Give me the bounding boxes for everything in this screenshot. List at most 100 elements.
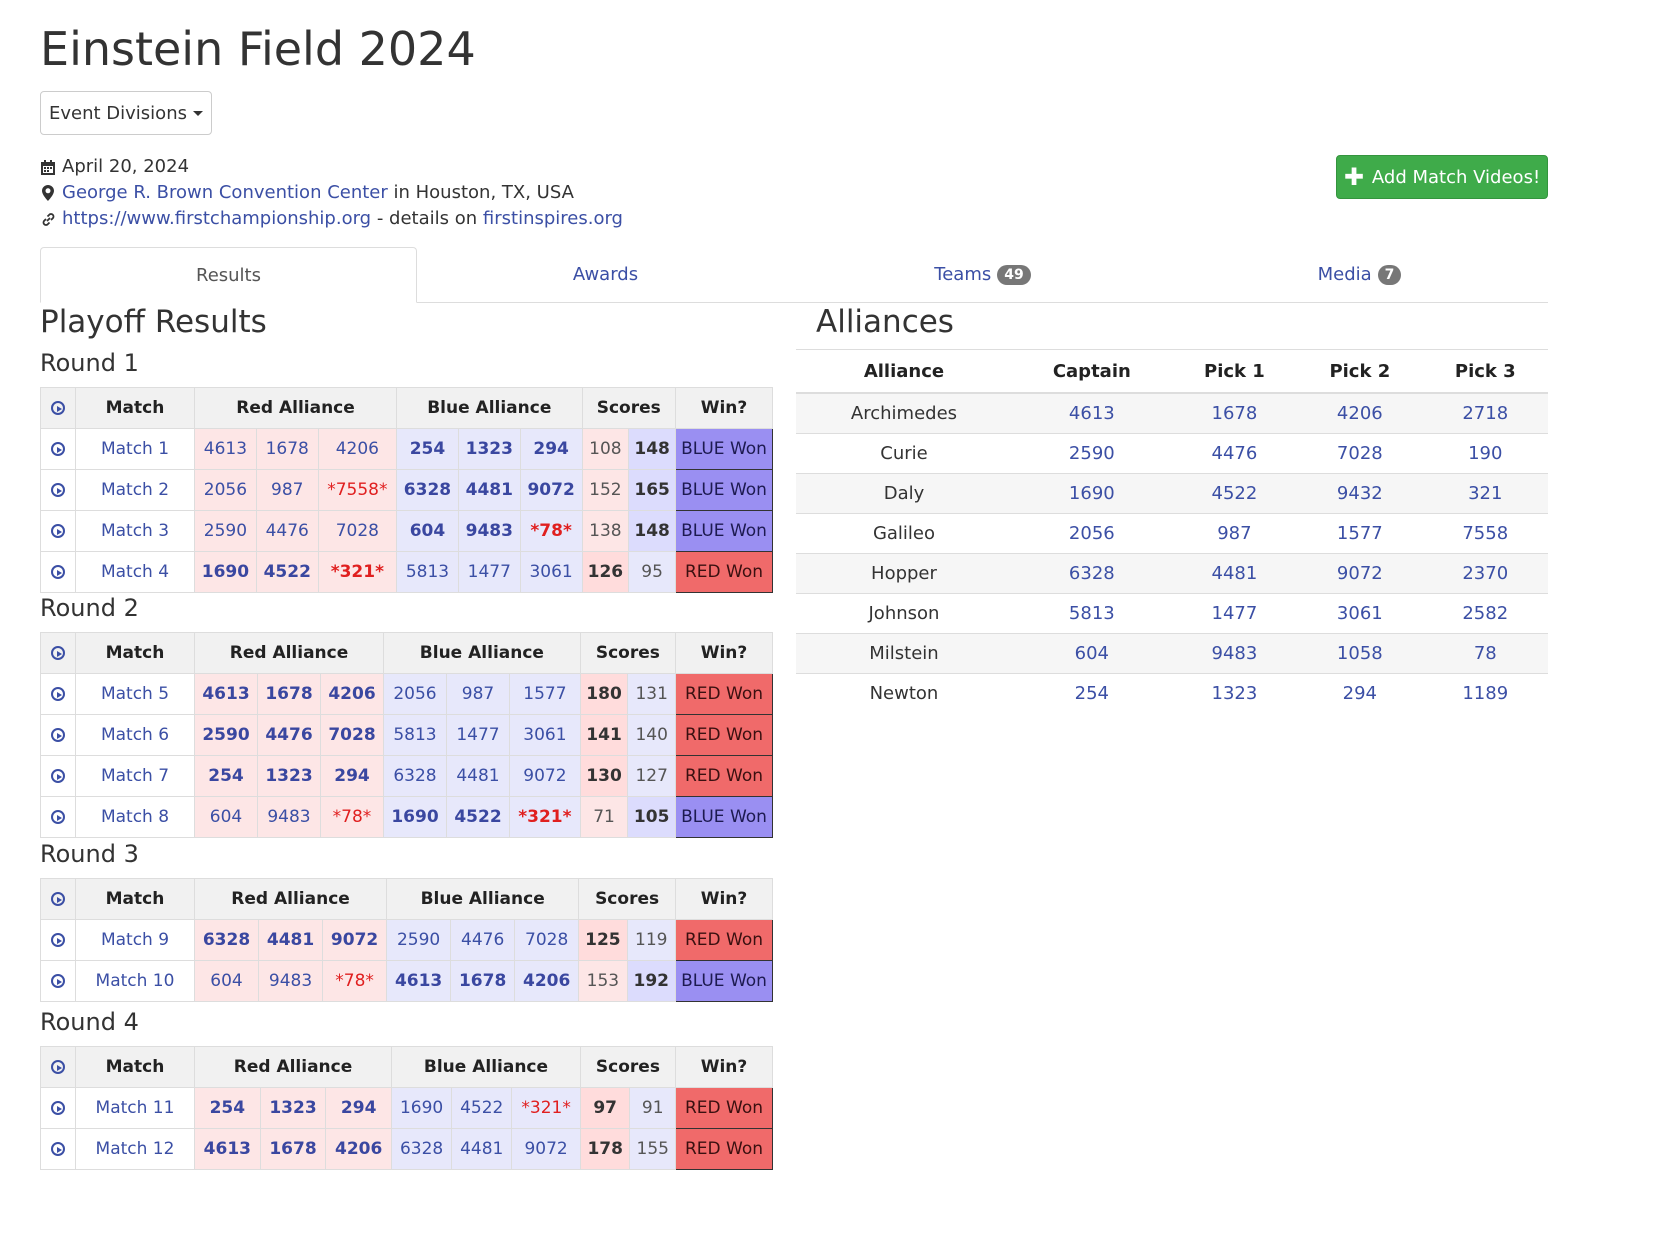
team-link[interactable]: 9483 [268,971,313,991]
team-link[interactable]: *78* [335,971,374,991]
team-link[interactable]: 1678 [1211,403,1258,424]
watch-video-cell[interactable] [40,960,76,1002]
play-circle-icon[interactable] [51,1142,65,1156]
team-link[interactable]: 9072 [523,766,567,786]
tab-results[interactable]: Results [40,247,417,303]
team-link[interactable]: 4522 [454,807,502,827]
team-link[interactable]: 5813 [405,562,450,582]
team-link[interactable]: 4476 [265,725,313,745]
match-link[interactable]: Match 3 [100,521,170,541]
team-link[interactable]: 2056 [1068,523,1115,544]
team-link[interactable]: 6328 [403,480,452,500]
team-link[interactable]: 254 [209,1098,246,1118]
team-link[interactable]: 1678 [265,684,313,704]
team-link[interactable]: 6328 [393,766,437,786]
team-link[interactable]: 4481 [1211,563,1258,584]
team-link[interactable]: 2056 [203,480,248,500]
watch-video-cell[interactable] [40,714,76,756]
watch-video-cell[interactable] [40,673,76,715]
watch-video-cell[interactable] [40,1128,76,1170]
play-circle-icon[interactable] [51,483,65,497]
team-link[interactable]: 3061 [529,562,573,582]
team-link[interactable]: 1690 [399,1098,444,1118]
team-link[interactable]: 1477 [467,562,511,582]
team-link[interactable]: 1477 [456,725,500,745]
team-link[interactable]: 2582 [1462,603,1509,624]
match-link[interactable]: Match 11 [95,1098,175,1118]
team-link[interactable]: 6328 [399,1139,444,1159]
team-link[interactable]: 4613 [1068,403,1115,424]
team-link[interactable]: 294 [533,439,569,459]
watch-video-cell[interactable] [40,1087,76,1129]
watch-video-cell[interactable] [40,428,76,470]
team-link[interactable]: 604 [409,521,446,541]
tab-teams[interactable]: Teams 49 [794,247,1171,302]
team-link[interactable]: 4613 [203,1139,251,1159]
team-link[interactable]: 7558 [1462,523,1509,544]
watch-video-cell[interactable] [40,469,76,511]
team-link[interactable]: 4481 [465,480,513,500]
team-link[interactable]: 4206 [523,971,571,991]
team-link[interactable]: *7558* [327,480,388,500]
play-circle-icon[interactable] [51,1101,65,1115]
watch-video-cell[interactable] [40,796,76,838]
team-link[interactable]: 9432 [1336,483,1383,504]
match-link[interactable]: Match 5 [100,684,170,704]
team-link[interactable]: 4481 [456,766,500,786]
team-link[interactable]: 9072 [524,1139,568,1159]
team-link[interactable]: 604 [1074,643,1109,664]
team-link[interactable]: 987 [271,480,304,500]
watch-video-cell[interactable] [40,551,76,593]
team-link[interactable]: 4206 [328,684,376,704]
team-link[interactable]: 9072 [330,930,379,950]
team-link[interactable]: 4206 [335,1139,383,1159]
match-link[interactable]: Match 8 [100,807,170,827]
team-link[interactable]: 4481 [266,930,315,950]
match-link[interactable]: Match 2 [100,480,170,500]
team-link[interactable]: 1690 [1068,483,1115,504]
team-link[interactable]: 1678 [269,1139,317,1159]
team-link[interactable]: 1678 [458,971,507,991]
team-link[interactable]: 987 [1217,523,1252,544]
team-link[interactable]: 1189 [1462,683,1509,704]
team-link[interactable]: 4522 [1211,483,1258,504]
team-link[interactable]: 9072 [1336,563,1383,584]
team-link[interactable]: *321* [330,562,384,582]
team-link[interactable]: 5813 [1068,603,1115,624]
team-link[interactable]: 2590 [202,725,250,745]
play-circle-icon[interactable] [51,728,65,742]
team-link[interactable]: 9483 [1211,643,1258,664]
team-link[interactable]: 294 [340,1098,377,1118]
team-link[interactable]: *78* [530,521,572,541]
team-link[interactable]: 6328 [1068,563,1115,584]
team-link[interactable]: *78* [332,807,372,827]
team-link[interactable]: 2056 [393,684,437,704]
team-link[interactable]: *321* [521,1098,571,1118]
team-link[interactable]: 9072 [527,480,575,500]
team-link[interactable]: 4476 [1211,443,1258,464]
team-link[interactable]: 1058 [1336,643,1383,664]
website-link[interactable]: https://www.firstchampionship.org [62,208,372,229]
team-link[interactable]: 4613 [202,684,250,704]
match-link[interactable]: Match 1 [100,439,170,459]
team-link[interactable]: 9483 [465,521,513,541]
team-link[interactable]: 2590 [203,521,248,541]
team-link[interactable]: *321* [518,807,572,827]
team-link[interactable]: 294 [334,766,370,786]
team-link[interactable]: 6328 [202,930,251,950]
team-link[interactable]: 1690 [391,807,439,827]
team-link[interactable]: 5813 [393,725,437,745]
team-link[interactable]: 7028 [1336,443,1383,464]
team-link[interactable]: 7028 [525,930,569,950]
add-match-videos-button[interactable]: ✚ Add Match Videos! [1336,155,1548,199]
team-link[interactable]: 2370 [1462,563,1509,584]
team-link[interactable]: 1323 [465,439,513,459]
play-circle-icon[interactable] [51,565,65,579]
team-link[interactable]: 4206 [335,439,379,459]
team-link[interactable]: 321 [1468,483,1503,504]
team-link[interactable]: 254 [409,439,446,459]
team-link[interactable]: 4522 [460,1098,504,1118]
team-link[interactable]: 1477 [1211,603,1258,624]
team-link[interactable]: 1577 [1336,523,1383,544]
team-link[interactable]: 4613 [394,971,443,991]
